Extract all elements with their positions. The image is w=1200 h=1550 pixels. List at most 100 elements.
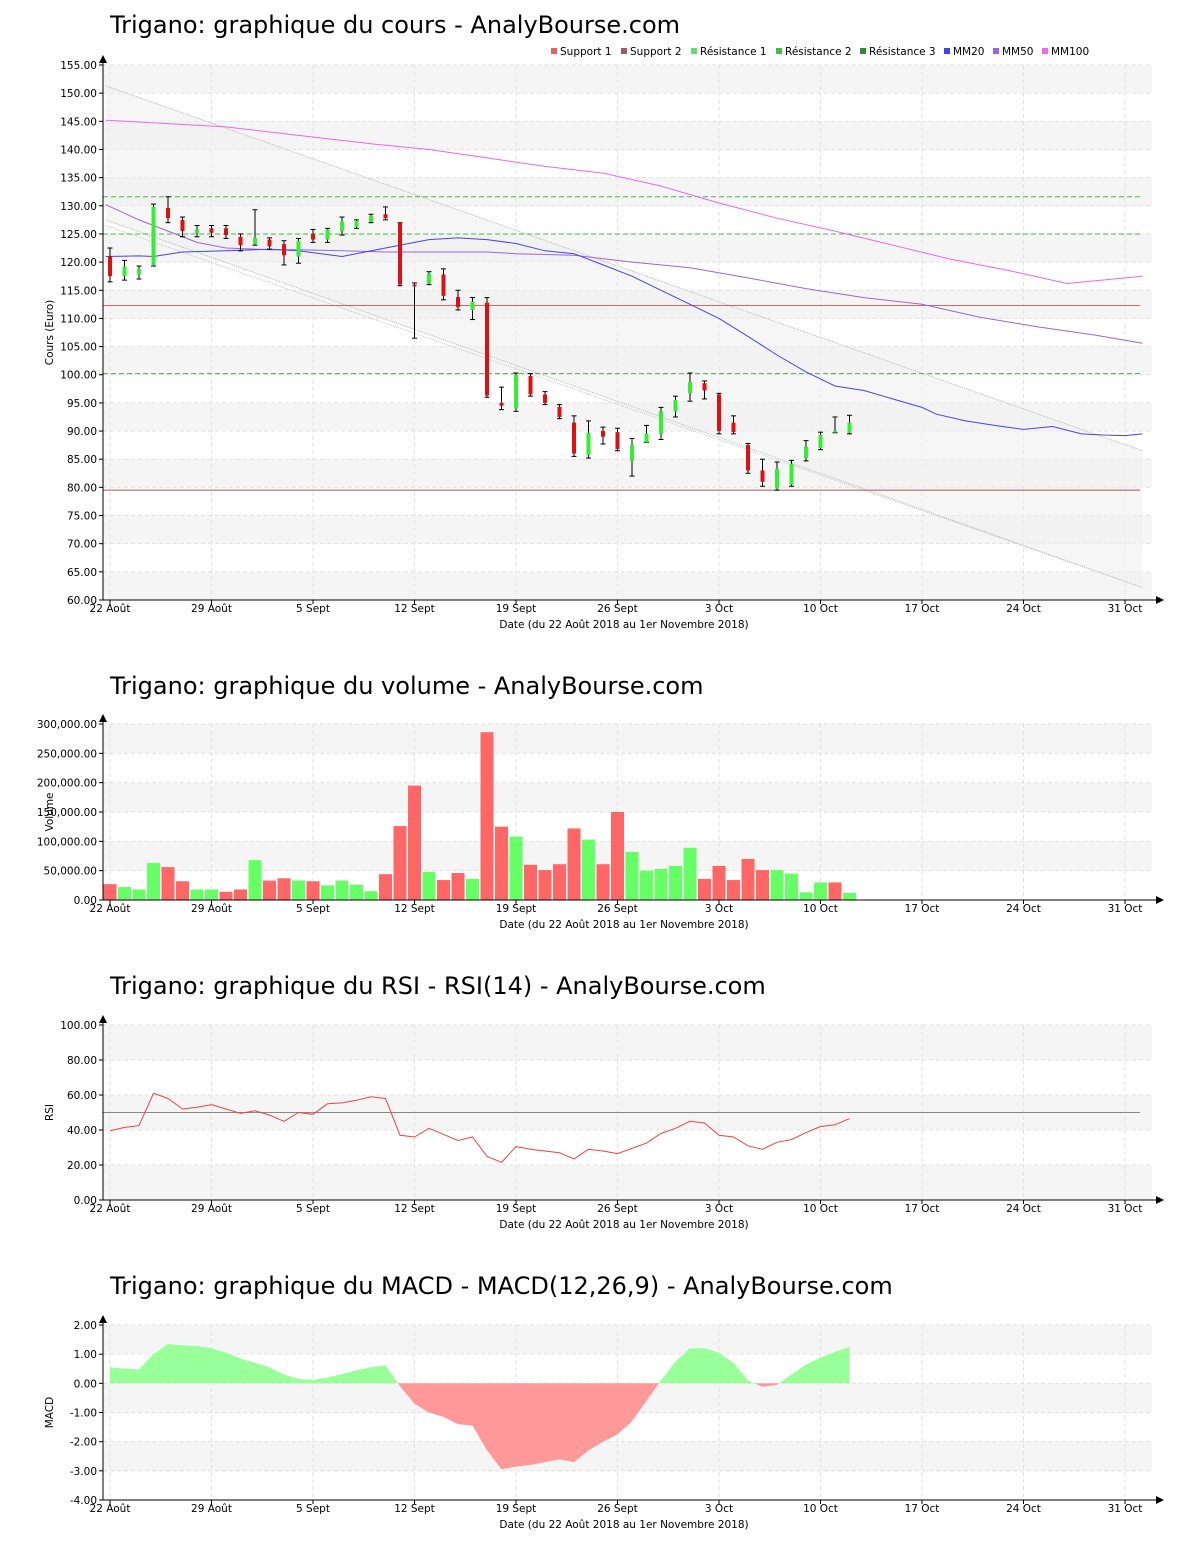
x-tick-label: 12 Sept (394, 1203, 435, 1215)
candle-body (543, 394, 547, 403)
candle (542, 391, 548, 406)
x-axis-label: Date (du 22 Août 2018 au 1er Novembre 20… (499, 919, 748, 931)
volume-bar (828, 882, 842, 900)
x-tick-label: 3 Oct (705, 903, 733, 915)
candle-body (659, 411, 663, 434)
volume-bar (408, 785, 421, 900)
candle (731, 415, 736, 435)
legend-swatch (621, 48, 627, 54)
x-tick-label: 26 Sept (597, 603, 638, 615)
grid-band (103, 1325, 1152, 1355)
candle (426, 271, 432, 286)
chart-title: Trigano: graphique du volume - AnalyBour… (109, 672, 703, 700)
volume-bar (509, 836, 523, 900)
macd-negative-area (754, 1383, 780, 1387)
x-tick-label: 5 Sept (296, 603, 330, 615)
volume-bar (132, 889, 146, 900)
volume-bar (480, 732, 494, 900)
x-tick-label: 29 Août (191, 903, 232, 915)
y-tick-label: 70.00 (67, 539, 97, 551)
candle-body (267, 239, 272, 247)
candle-body (369, 215, 373, 222)
candles (107, 196, 852, 491)
candle-body (514, 374, 518, 409)
candle (281, 240, 287, 266)
y-tick-label: 75.00 (67, 511, 97, 523)
volume-bar (451, 873, 465, 900)
y-tick-label: 115.00 (60, 285, 97, 297)
candle-body (673, 400, 678, 412)
chart-title: Trigano: graphique du RSI - RSI(14) - An… (109, 972, 766, 1000)
candle (760, 458, 765, 487)
candle (629, 437, 635, 477)
legend-item: MM20 (953, 46, 984, 58)
legend-swatch (860, 48, 866, 54)
x-tick-label: 12 Sept (394, 1503, 435, 1515)
volume-bar (437, 880, 450, 900)
candle-body (630, 445, 634, 461)
candle-body (485, 302, 489, 396)
candle (745, 442, 751, 474)
x-tick-label: 31 Oct (1108, 1503, 1143, 1515)
x-tick-label: 10 Oct (803, 1203, 838, 1215)
candle (832, 416, 838, 434)
candle-body (644, 433, 649, 443)
volume-bar (466, 878, 479, 900)
candle (673, 395, 678, 418)
volume-bar (741, 858, 755, 900)
x-tick-label: 26 Sept (597, 1203, 638, 1215)
volume-bar (770, 870, 784, 900)
grid-band (103, 1441, 1152, 1471)
candle (238, 233, 243, 252)
x-tick-label: 5 Sept (296, 1503, 330, 1515)
volume-bar (292, 880, 305, 900)
volume-bar (379, 874, 392, 900)
y-tick-label: 0.00 (74, 1378, 97, 1390)
volume-bar (611, 812, 624, 900)
candle-body (789, 463, 794, 485)
grid-bands (103, 1325, 1152, 1471)
y-tick-label: -2.00 (70, 1437, 97, 1449)
candle-body (354, 220, 359, 227)
x-tick-label: 12 Sept (394, 903, 435, 915)
x-axis-label: Date (du 22 Août 2018 au 1er Novembre 20… (499, 1519, 748, 1531)
volume-bar (350, 884, 363, 900)
y-axis-arrow (99, 55, 107, 63)
y-tick-label: -4.00 (70, 1495, 97, 1507)
candle-body (499, 402, 504, 406)
y-axis-label: MACD (44, 1397, 56, 1428)
volume-bar (654, 868, 668, 900)
macd-area (110, 1344, 850, 1470)
volume-bar (524, 864, 537, 900)
x-tick-label: 3 Oct (705, 1203, 733, 1215)
candle (789, 459, 794, 487)
candle (658, 406, 664, 440)
volume-bar (147, 863, 160, 900)
candle (803, 440, 809, 462)
x-tick-label: 3 Oct (705, 603, 733, 615)
candle (136, 265, 142, 280)
candle (325, 227, 330, 243)
y-tick-label: 125.00 (60, 229, 97, 241)
y-tick-label: 110.00 (60, 313, 97, 325)
candle (397, 222, 403, 287)
x-tick-label: 29 Août (191, 1503, 232, 1515)
legend-swatch (944, 48, 950, 54)
x-axis-arrow (1156, 1496, 1164, 1504)
x-tick-label: 22 Août (90, 903, 131, 915)
x-tick-label: 12 Sept (394, 603, 435, 615)
x-tick-label: 22 Août (90, 603, 131, 615)
candle-body (412, 284, 417, 287)
x-tick-label: 31 Oct (1108, 903, 1143, 915)
y-tick-label: 95.00 (67, 398, 97, 410)
candle-body (601, 431, 605, 437)
volume-bars (103, 732, 856, 900)
candle (412, 282, 417, 339)
grid-band (103, 782, 1152, 812)
volume-bar (640, 870, 653, 900)
candle-body (833, 431, 837, 433)
candle-body (296, 240, 301, 257)
x-tick-label: 17 Oct (905, 603, 940, 615)
legend-swatch (551, 48, 557, 54)
candle (267, 237, 272, 250)
